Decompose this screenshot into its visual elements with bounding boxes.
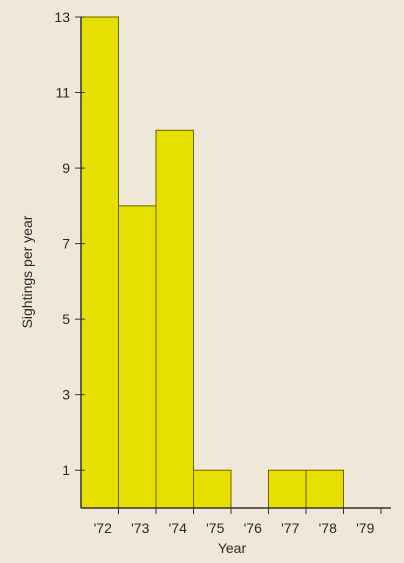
bar-73 (118, 205, 157, 509)
bar-77 (268, 469, 307, 509)
x-tick-label: '76 (244, 520, 262, 536)
bars-group (80, 16, 344, 509)
bar-78 (305, 469, 344, 509)
y-axis-title: Sightings per year (19, 215, 35, 328)
x-tick-label: '78 (319, 520, 337, 536)
x-tick-label: '75 (206, 520, 224, 536)
y-tick-label: 9 (62, 160, 70, 176)
y-tick-label: 1 (62, 462, 70, 478)
bar-75 (193, 469, 232, 509)
y-tick-label: 13 (54, 9, 70, 25)
x-tick-label: '74 (169, 520, 187, 536)
x-tick-label: '77 (281, 520, 299, 536)
x-tick-label: '73 (131, 520, 149, 536)
bar-72 (80, 16, 119, 509)
y-tick-label: 7 (62, 236, 70, 252)
y-tick-label: 3 (62, 387, 70, 403)
x-tick-label: '79 (356, 520, 374, 536)
y-tick-label: 5 (62, 311, 70, 327)
x-axis: '72 '73 '74 '75 '76 '77 '78 '79 (81, 507, 391, 536)
x-tick-label: '72 (94, 520, 112, 536)
y-tick-label: 11 (55, 85, 70, 101)
x-axis-title: Year (218, 540, 247, 556)
bar-74 (155, 129, 194, 509)
